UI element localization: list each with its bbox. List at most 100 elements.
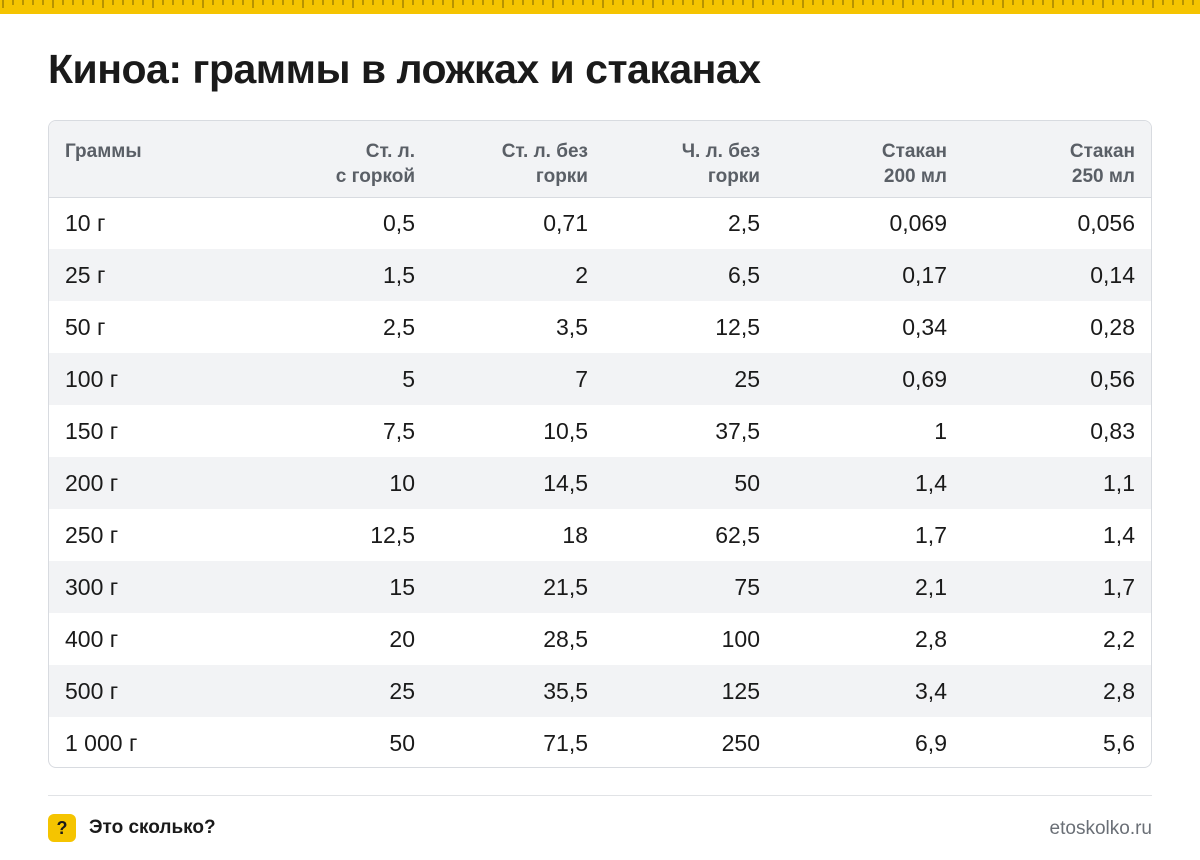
column-header: Граммы (49, 121, 249, 198)
footer-brand: ? Это сколько? (48, 814, 216, 842)
value-cell: 125 (721, 677, 760, 704)
value-cell: 0,69 (902, 365, 947, 392)
table-row: 500 г 25 35,5 125 3,4 2,8 (49, 665, 1151, 717)
table-row: 1 000 г 50 71,5 250 6,9 5,6 (49, 717, 1151, 767)
value-cell: 0,056 (1077, 209, 1135, 236)
column-header-line1: Ч. л. без (681, 141, 760, 162)
value-cell: 2,1 (915, 573, 947, 600)
value-cell: 0,17 (902, 261, 947, 288)
value-cell: 2 (575, 261, 588, 288)
value-cell: 0,56 (1090, 365, 1135, 392)
value-cell: 18 (562, 521, 588, 548)
column-header-line1: Стакан (881, 141, 947, 162)
column-header-line1: Ст. л. (365, 141, 415, 162)
value-cell: 5,6 (1103, 729, 1135, 756)
value-cell: 5 (402, 365, 415, 392)
value-cell: 6,5 (728, 261, 760, 288)
grams-cell: 500 г (65, 677, 119, 704)
value-cell: 20 (389, 625, 415, 652)
grams-cell: 250 г (65, 521, 119, 548)
table-row: 10 г 0,5 0,71 2,5 0,069 0,056 (49, 197, 1151, 249)
value-cell: 62,5 (715, 521, 760, 548)
value-cell: 10,5 (543, 417, 588, 444)
question-mark-icon: ? (48, 814, 76, 842)
brand-name: Это сколько? (89, 817, 216, 838)
column-header-line2: горки (707, 166, 760, 187)
table-row: 200 г 10 14,5 50 1,4 1,1 (49, 457, 1151, 509)
value-cell: 25 (734, 365, 760, 392)
grams-cell: 100 г (65, 365, 119, 392)
value-cell: 0,83 (1090, 417, 1135, 444)
ruler-ticks (2, 0, 1194, 8)
grams-cell: 150 г (65, 417, 119, 444)
column-header: Стакан 200 мл (776, 121, 963, 198)
column-header-line1: Граммы (65, 141, 142, 162)
column-header: Стакан 250 мл (963, 121, 1151, 198)
table-body: 10 г 0,5 0,71 2,5 0,069 0,056 25 г 1,5 2 6,5 0,17 0… (49, 197, 1151, 767)
footer-divider (48, 795, 1152, 796)
value-cell: 1,4 (1103, 521, 1135, 548)
value-cell: 1,7 (915, 521, 947, 548)
table-row: 25 г 1,5 2 6,5 0,17 0,14 (49, 249, 1151, 301)
grams-cell: 50 г (65, 313, 106, 340)
grams-cell: 400 г (65, 625, 119, 652)
value-cell: 12,5 (370, 521, 415, 548)
value-cell: 50 (734, 469, 760, 496)
conversion-table-card: Граммы Ст. л. с горкой Ст. л. без горки Ч. л.… (48, 120, 1152, 768)
value-cell: 37,5 (715, 417, 760, 444)
value-cell: 0,069 (889, 209, 947, 236)
value-cell: 2,8 (915, 625, 947, 652)
value-cell: 7,5 (383, 417, 415, 444)
table-row: 100 г 5 7 25 0,69 0,56 (49, 353, 1151, 405)
value-cell: 1,5 (383, 261, 415, 288)
table-header: Граммы Ст. л. с горкой Ст. л. без горки Ч. л.… (49, 121, 1151, 198)
table-row: 50 г 2,5 3,5 12,5 0,34 0,28 (49, 301, 1151, 353)
column-header-line2: 250 мл (1071, 166, 1135, 187)
value-cell: 25 (389, 677, 415, 704)
table-row: 300 г 15 21,5 75 2,1 1,7 (49, 561, 1151, 613)
value-cell: 3,5 (556, 313, 588, 340)
value-cell: 15 (389, 573, 415, 600)
value-cell: 0,5 (383, 209, 415, 236)
column-header: Ч. л. без горки (604, 121, 776, 198)
value-cell: 1,4 (915, 469, 947, 496)
value-cell: 75 (734, 573, 760, 600)
grams-cell: 300 г (65, 573, 119, 600)
value-cell: 14,5 (543, 469, 588, 496)
value-cell: 2,5 (728, 209, 760, 236)
value-cell: 100 (721, 625, 760, 652)
ruler-strip (0, 0, 1200, 14)
value-cell: 1,7 (1103, 573, 1135, 600)
table-row: 150 г 7,5 10,5 37,5 1 0,83 (49, 405, 1151, 457)
value-cell: 250 (721, 729, 760, 756)
value-cell: 1 (934, 417, 947, 444)
column-header-line1: Стакан (1069, 141, 1135, 162)
value-cell: 2,2 (1103, 625, 1135, 652)
page-title: Киноа: граммы в ложках и стаканах (48, 46, 761, 92)
column-header: Ст. л. с горкой (249, 121, 431, 198)
value-cell: 50 (389, 729, 415, 756)
grams-cell: 200 г (65, 469, 119, 496)
value-cell: 0,71 (543, 209, 588, 236)
site-link[interactable]: etoskolko.ru (1049, 818, 1152, 839)
grams-cell: 25 г (65, 261, 106, 288)
value-cell: 2,5 (383, 313, 415, 340)
value-cell: 2,8 (1103, 677, 1135, 704)
column-header-line2: 200 мл (883, 166, 947, 187)
conversion-table: Граммы Ст. л. с горкой Ст. л. без горки Ч. л.… (49, 121, 1151, 767)
value-cell: 0,14 (1090, 261, 1135, 288)
value-cell: 0,34 (902, 313, 947, 340)
value-cell: 12,5 (715, 313, 760, 340)
value-cell: 10 (389, 469, 415, 496)
grams-cell: 1 000 г (65, 729, 138, 756)
column-header-line2: горки (535, 166, 588, 187)
column-header: Ст. л. без горки (431, 121, 604, 198)
column-header-line2: с горкой (335, 166, 415, 187)
value-cell: 21,5 (543, 573, 588, 600)
table-row: 400 г 20 28,5 100 2,8 2,2 (49, 613, 1151, 665)
value-cell: 7 (575, 365, 588, 392)
value-cell: 28,5 (543, 625, 588, 652)
column-header-line1: Ст. л. без (501, 141, 588, 162)
value-cell: 35,5 (543, 677, 588, 704)
header-row: Граммы Ст. л. с горкой Ст. л. без горки Ч. л.… (49, 121, 1151, 198)
